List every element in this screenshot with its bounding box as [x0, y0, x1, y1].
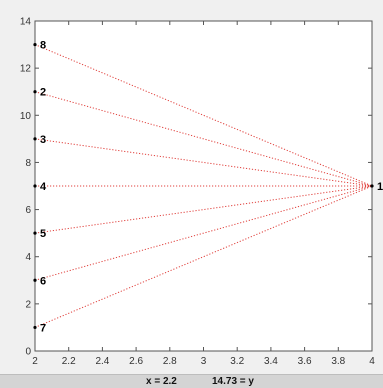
y-tick-label: 4	[25, 252, 31, 263]
y-tick-label: 10	[20, 111, 32, 122]
nodes-layer: 8 2 3 4 5 6 7 1	[33, 40, 383, 334]
edges-layer	[34, 44, 373, 328]
x-tick-label: 2.2	[62, 356, 76, 367]
node-6-marker[interactable]	[33, 278, 37, 282]
node-3-marker[interactable]	[33, 137, 37, 141]
x-tick-label: 2	[32, 356, 38, 367]
node-7-label: 7	[40, 322, 46, 334]
x-tick-label: 3.8	[331, 356, 345, 367]
node-5-label: 5	[40, 228, 46, 240]
status-bar: x = 2.2 14.73 = y	[0, 374, 383, 388]
x-tick-label: 3.2	[230, 356, 244, 367]
x-tick-label: 2.4	[95, 356, 109, 367]
node-2-marker[interactable]	[33, 90, 37, 94]
x-tick-label: 4	[369, 356, 375, 367]
node-7-marker[interactable]	[33, 325, 37, 330]
node-1-marker[interactable]	[370, 184, 374, 188]
y-axis: 0 2 4 6 8 10 12 14	[20, 17, 372, 358]
node-1-label: 1	[377, 181, 383, 193]
y-tick-label: 14	[20, 17, 32, 28]
node-6-label: 6	[40, 275, 46, 287]
x-tick-label: 3.6	[298, 356, 312, 367]
edge-8-1	[34, 44, 373, 187]
node-4-marker[interactable]	[33, 184, 37, 188]
x-coordinate-readout: x = 2.2	[146, 376, 177, 387]
edge-7-1	[34, 185, 373, 328]
node-8-label: 8	[40, 40, 46, 52]
x-tick-label: 2.8	[163, 356, 177, 367]
y-tick-label: 2	[25, 299, 31, 310]
y-tick-label: 0	[25, 347, 31, 358]
x-tick-label: 3.4	[264, 356, 278, 367]
edge-2-1	[34, 91, 373, 187]
node-4-label: 4	[40, 181, 47, 193]
y-tick-label: 8	[25, 158, 31, 169]
y-coordinate-readout: 14.73 = y	[212, 376, 254, 387]
x-axis: 2 2.2 2.4 2.6 2.8 3 3.2 3.4 3.6 3.8 4	[32, 21, 375, 367]
edge-6-1	[34, 185, 373, 281]
x-tick-label: 2.6	[129, 356, 143, 367]
node-3-label: 3	[40, 134, 46, 146]
node-8-marker[interactable]	[33, 42, 37, 47]
x-tick-label: 3	[201, 356, 207, 367]
y-tick-label: 12	[20, 64, 32, 75]
y-tick-label: 6	[25, 205, 31, 216]
node-2-label: 2	[40, 87, 46, 99]
node-5-marker[interactable]	[33, 231, 37, 235]
